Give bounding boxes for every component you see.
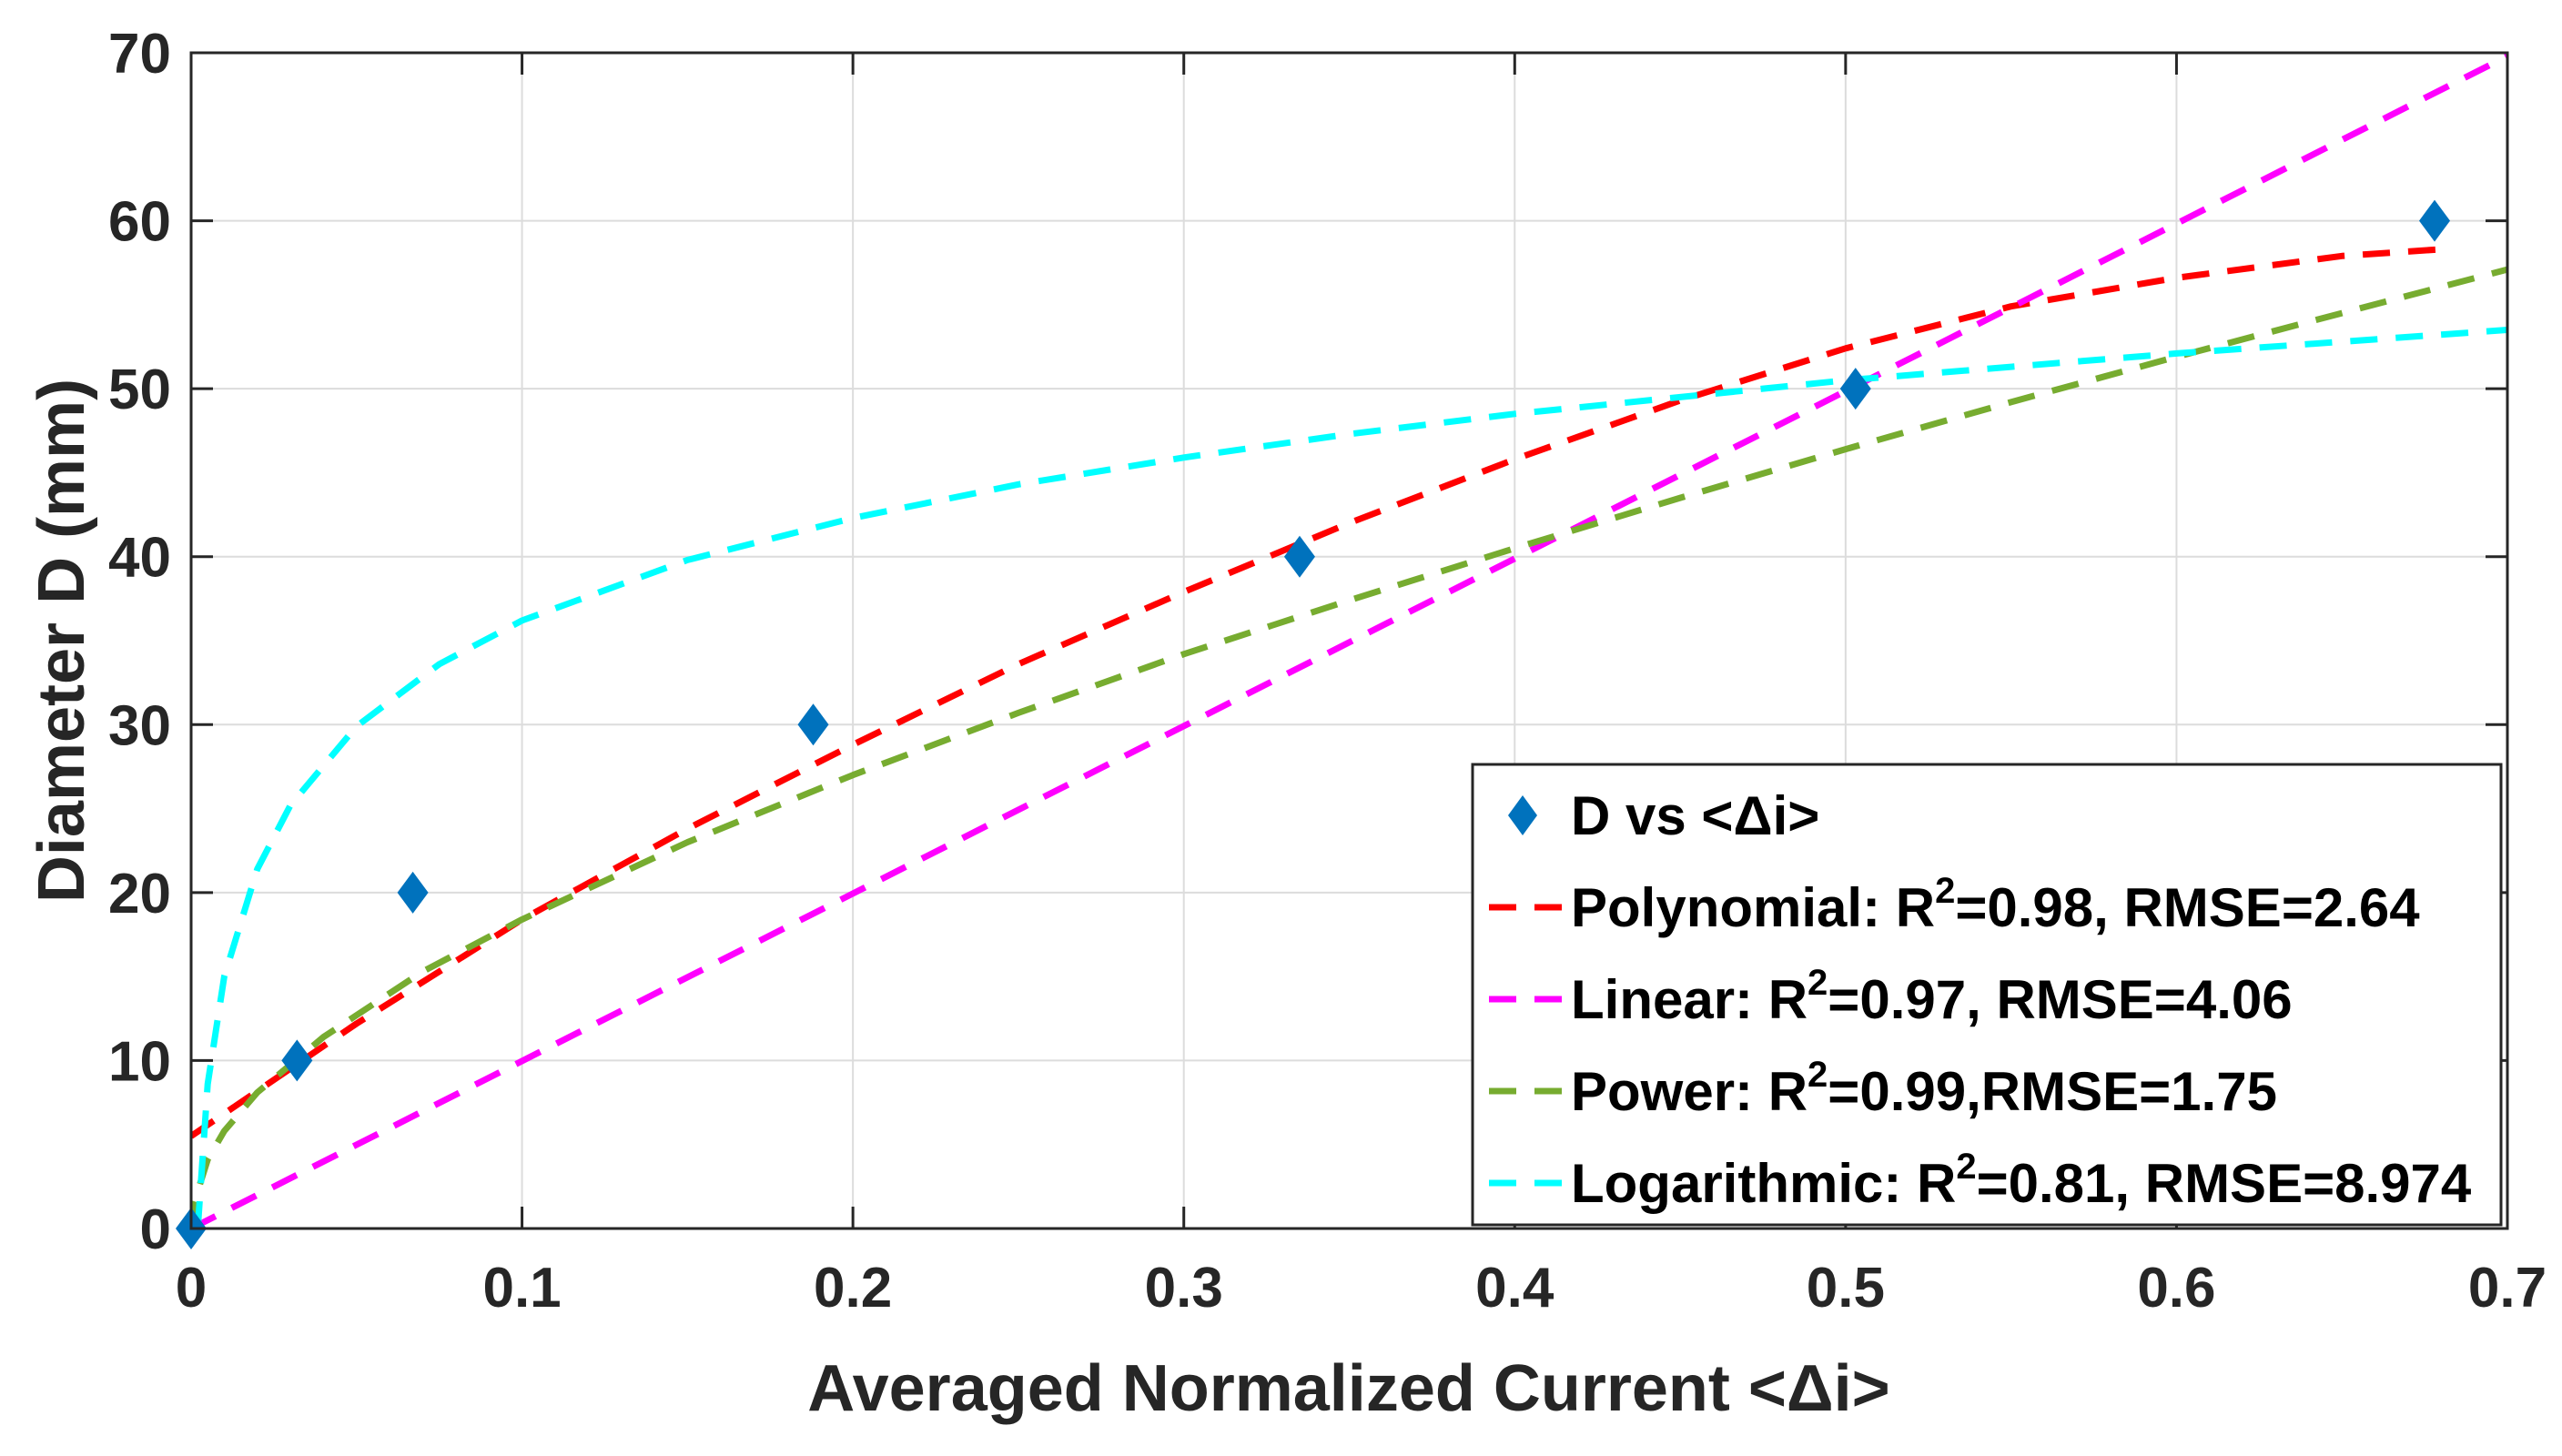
legend-box	[1471, 763, 2503, 1227]
data-point	[397, 871, 429, 914]
legend-entry-label: Logarithmic: R2=0.81, RMSE=8.974	[1571, 1147, 2472, 1214]
y-tick-label: 20	[108, 863, 171, 925]
x-tick-label: 0.4	[1475, 1257, 1554, 1320]
data-point	[281, 1039, 313, 1082]
x-axis-title: Averaged Normalized Current <Δi>	[807, 1352, 1889, 1425]
y-tick-label: 40	[108, 527, 171, 590]
x-tick-label: 0.1	[482, 1257, 561, 1320]
x-tick-label: 0.3	[1145, 1257, 1223, 1320]
x-tick-label: 0.5	[1807, 1257, 1885, 1320]
x-tick-label: 0	[176, 1257, 207, 1320]
ticks: 0 0.1 0.2 0.3 0.4 0.5 0.6 0.7 0 10 20 30 40 50 60 70	[108, 23, 2547, 1320]
fit-curves	[191, 53, 2507, 1228]
y-tick-label: 70	[108, 23, 171, 86]
data-point	[2419, 199, 2451, 242]
y-tick-label: 50	[108, 359, 171, 421]
x-tick-label: 0.6	[2137, 1257, 2215, 1320]
data-point	[1283, 535, 1315, 578]
x-tick-label: 0.2	[814, 1257, 892, 1320]
fit-line-polynomial	[191, 246, 2442, 1139]
legend-entry-label: Power: R2=0.99,RMSE=1.75	[1571, 1055, 2277, 1122]
fit-line-logarithmic	[194, 327, 2507, 1228]
y-tick-label: 0	[140, 1198, 171, 1261]
y-tick-label: 30	[108, 694, 171, 757]
plot-frame	[189, 51, 2509, 1230]
y-tick-label: 60	[108, 191, 171, 254]
legend: D vs <Δi> Polynomial: R2=0.98, RMSE=2.64 L…	[1471, 763, 2503, 1227]
y-tick-label: 10	[108, 1030, 171, 1093]
fit-line-linear	[191, 53, 2507, 1228]
legend-entry-label: Polynomial: R2=0.98, RMSE=2.64	[1571, 871, 2420, 938]
legend-symbol-diamond	[1508, 795, 1537, 835]
y-axis-title: Diameter D (mm)	[25, 379, 98, 903]
series-layer	[176, 53, 2507, 1249]
data-point	[1839, 368, 1871, 410]
legend-entry-label: Linear: R2=0.97, RMSE=4.06	[1571, 963, 2293, 1030]
x-tick-label: 0.7	[2468, 1257, 2547, 1320]
legend-entry-label: D vs <Δi>	[1571, 785, 1819, 846]
data-point	[797, 703, 829, 746]
fit-line-power	[191, 266, 2507, 1228]
